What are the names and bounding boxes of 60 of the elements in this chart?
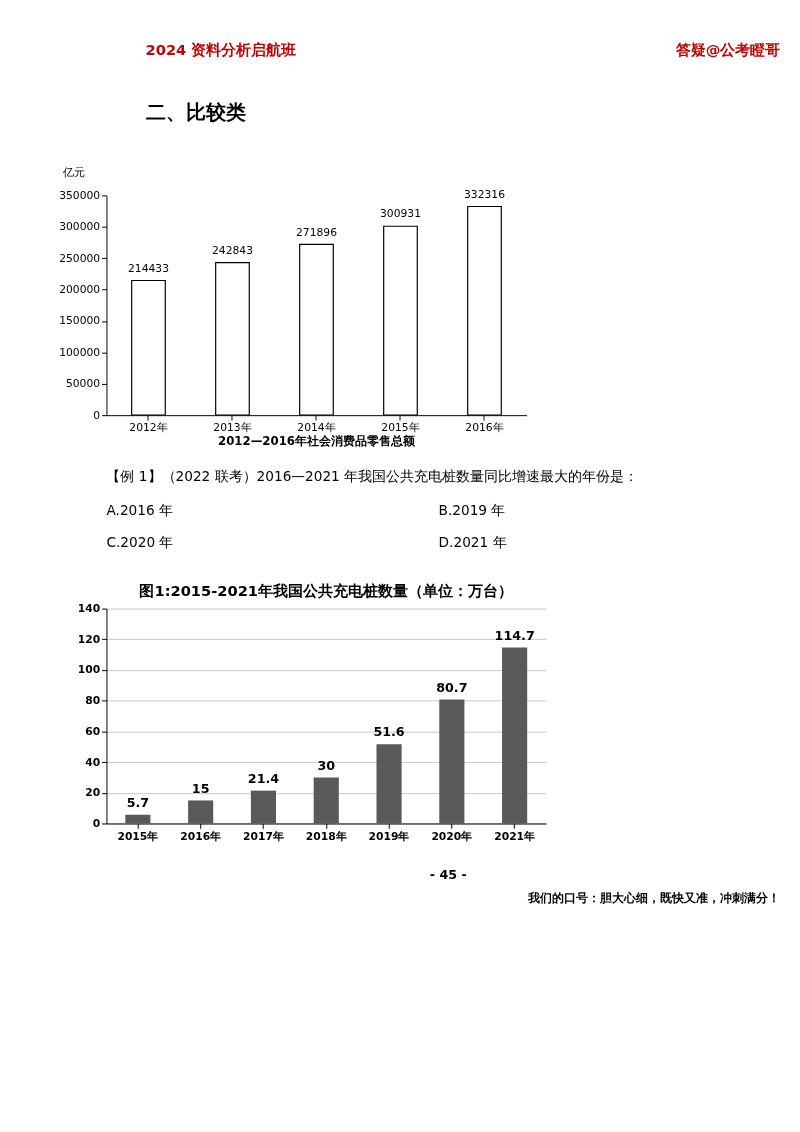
y-tick-label: 120 — [77, 632, 101, 646]
data-label: 51.6 — [373, 724, 405, 740]
x-tick-label: 2016年 — [180, 829, 222, 843]
data-label: 242843 — [211, 243, 253, 257]
data-label: 332316 — [464, 187, 506, 201]
x-tick-label: 2015年 — [117, 829, 159, 843]
text: A.2016 年 — [106, 501, 174, 518]
text: B.2019 年 — [438, 501, 506, 518]
y-tick-label: 100 — [77, 663, 101, 677]
chart-title: 图1:2015-2021年我国公共充电桩数量（单位：万台） — [139, 581, 514, 599]
data-label: 80.7 — [436, 679, 468, 695]
y-tick-label: 350000 — [59, 188, 101, 202]
text: 二、比较类 — [145, 101, 246, 125]
text: - 45 - — [429, 867, 467, 883]
x-tick-label: 2019年 — [368, 829, 410, 843]
x-tick-label: 2020年 — [431, 829, 473, 843]
data-label: 21.4 — [247, 770, 280, 786]
x-tick-label: 2017年 — [243, 829, 284, 843]
text: 【例 1】（2022 联考）2016—2021 年我国公共充电桩数量同比增速最大的年份是： — [106, 467, 639, 484]
y-tick-label: 100000 — [59, 345, 101, 359]
y-tick-label: 0 — [93, 408, 101, 422]
x-tick-label: 2012年 — [129, 421, 168, 435]
data-label: 214433 — [127, 261, 169, 275]
x-tick-label: 2015年 — [381, 421, 420, 435]
y-tick-label: 60 — [85, 724, 101, 738]
data-label: 300931 — [380, 207, 421, 221]
data-label: 5.7 — [126, 794, 150, 810]
bar — [376, 744, 402, 824]
y-tick-label: 80 — [85, 694, 101, 708]
bar — [250, 790, 277, 824]
y-tick-label: 250000 — [59, 251, 101, 265]
text: C.2020 年 — [106, 534, 174, 551]
data-label: 30 — [317, 757, 336, 773]
data-label: 271896 — [295, 225, 338, 239]
y-tick-label: 50000 — [65, 377, 101, 391]
y-tick-label: 150000 — [59, 314, 101, 328]
y-tick-label: 140 — [77, 602, 101, 616]
text: 答疑@公考瞪哥 — [674, 40, 781, 58]
y-axis-title: 亿元 — [62, 166, 85, 180]
y-tick-label: 20 — [85, 786, 101, 800]
bar — [188, 800, 214, 824]
x-tick-label: 2014年 — [297, 421, 336, 435]
data-label: 114.7 — [494, 627, 535, 643]
bar — [313, 777, 339, 824]
text: 2012—2016年社会消费品零售总额 — [218, 434, 416, 449]
data-label: 15 — [191, 780, 210, 796]
y-tick-label: 40 — [85, 755, 101, 769]
y-tick-label: 200000 — [59, 283, 101, 297]
text: D.2021 年 — [438, 534, 507, 551]
x-tick-label: 2018年 — [305, 829, 347, 843]
x-tick-label: 2016年 — [465, 421, 504, 435]
text: 2024 资料分析启航班 — [145, 40, 297, 58]
y-tick-label: 0 — [92, 816, 101, 830]
text: 我们的口号：胆大心细，既快又准，冲刺满分！ — [527, 890, 781, 905]
x-tick-label: 2013年 — [213, 421, 252, 435]
bar — [502, 647, 528, 824]
x-tick-label: 2021年 — [494, 829, 536, 843]
bar — [439, 699, 465, 824]
bar — [125, 814, 151, 824]
y-tick-label: 300000 — [59, 220, 101, 234]
